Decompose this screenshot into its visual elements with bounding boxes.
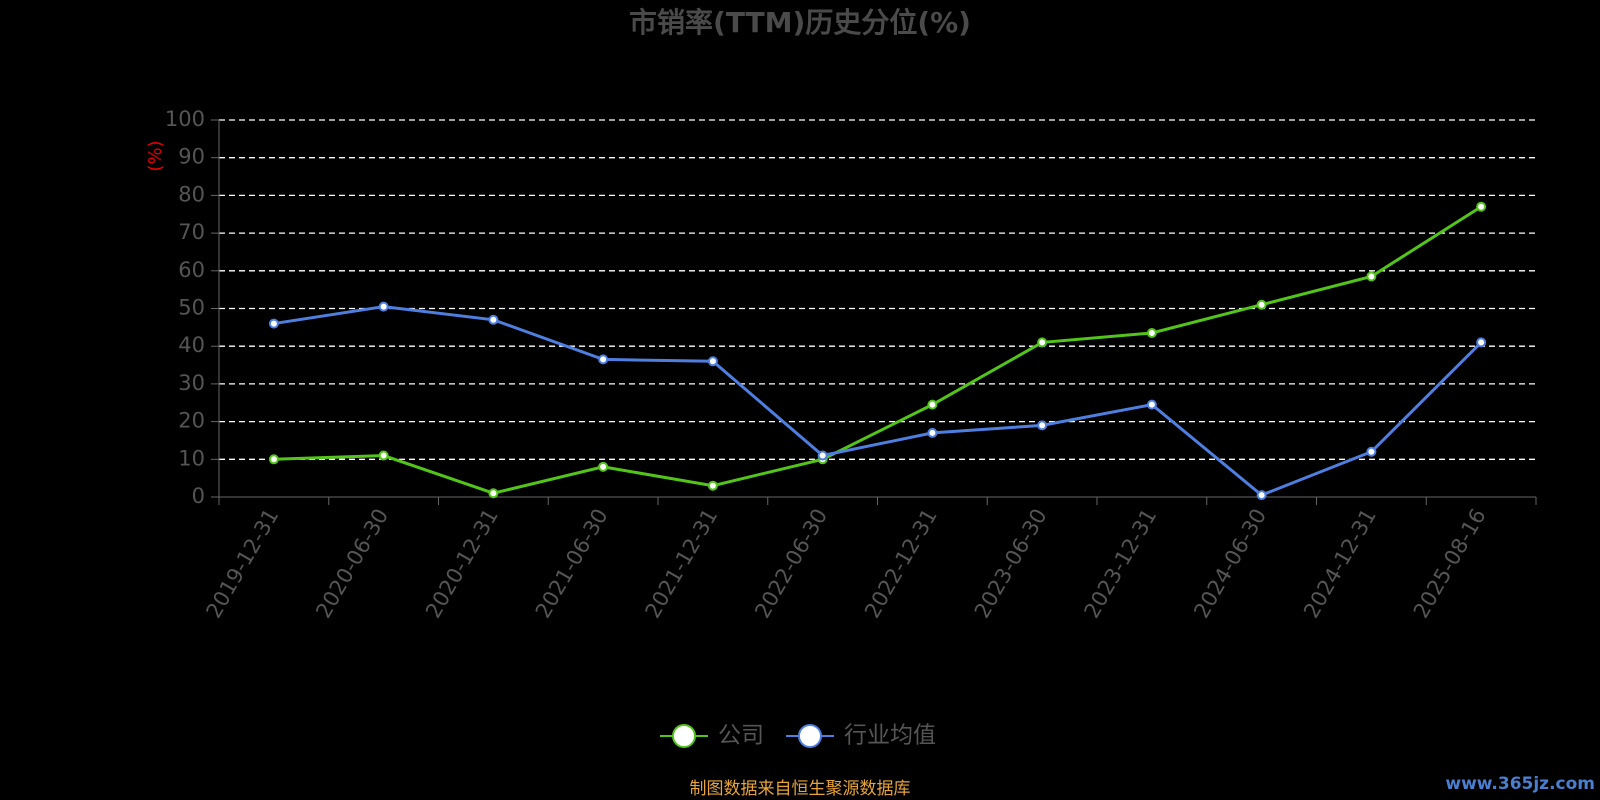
series-line	[273, 305, 1483, 497]
x-tick-label: 2025-08-16	[1409, 505, 1491, 623]
legend-item[interactable]: 公司	[660, 723, 764, 749]
data-point	[1037, 337, 1048, 348]
data-point	[927, 427, 938, 438]
y-tick-label: 70	[178, 220, 205, 244]
data-point	[1476, 337, 1487, 348]
x-tick-label: 2023-12-31	[1080, 505, 1162, 623]
data-point	[268, 318, 279, 329]
data-point	[1366, 446, 1377, 457]
y-tick-label: 60	[178, 258, 205, 282]
data-point	[927, 399, 938, 410]
y-tick-label: 20	[178, 409, 205, 433]
y-tick-label: 10	[178, 446, 205, 470]
data-point	[707, 356, 718, 367]
x-tick-label: 2019-12-31	[202, 505, 284, 623]
data-point	[378, 301, 389, 312]
x-tick-label: 2021-12-31	[641, 505, 723, 623]
data-point	[1476, 201, 1487, 212]
y-tick-label: 0	[192, 484, 205, 508]
data-point	[378, 450, 389, 461]
legend-marker	[672, 724, 696, 748]
legend-item[interactable]: 行业均值	[786, 723, 936, 749]
legend-label: 行业均值	[844, 723, 936, 749]
source-note: 制图数据来自恒生聚源数据库	[690, 779, 911, 799]
data-point	[488, 488, 499, 499]
data-point	[1366, 271, 1377, 282]
data-point	[817, 450, 828, 461]
chart-title: 市销率(TTM)历史分位(%)	[629, 6, 971, 39]
legend-marker	[798, 724, 822, 748]
x-tick-label: 2024-12-31	[1299, 505, 1381, 623]
y-tick-label: 30	[178, 371, 205, 395]
x-tick-label: 2022-12-31	[860, 505, 942, 623]
y-tick-label: 100	[165, 107, 205, 131]
y-tick-label: 80	[178, 182, 205, 206]
data-point	[1037, 420, 1048, 431]
x-tick-label: 2021-06-30	[531, 505, 613, 623]
x-tick-label: 2022-06-30	[750, 505, 832, 623]
y-tick-label: 90	[178, 145, 205, 169]
data-point	[707, 480, 718, 491]
watermark: www.365jz.com	[1445, 774, 1595, 794]
legend-label: 公司	[718, 723, 764, 749]
data-point	[488, 314, 499, 325]
x-tick-label: 2023-06-30	[970, 505, 1052, 623]
x-tick-label: 2024-06-30	[1189, 505, 1271, 623]
data-point	[598, 461, 609, 472]
data-point	[1256, 490, 1267, 501]
data-point	[598, 354, 609, 365]
data-point	[1146, 328, 1157, 339]
x-tick-label: 2020-12-31	[421, 505, 503, 623]
y-tick-label: 40	[178, 333, 205, 357]
series-line	[273, 205, 1482, 495]
data-point	[1256, 299, 1267, 310]
data-point	[1146, 399, 1157, 410]
data-point	[268, 454, 279, 465]
y-tick-label: 50	[178, 296, 205, 320]
y-axis-label: (%)	[145, 140, 166, 171]
x-tick-label: 2020-06-30	[311, 505, 393, 623]
